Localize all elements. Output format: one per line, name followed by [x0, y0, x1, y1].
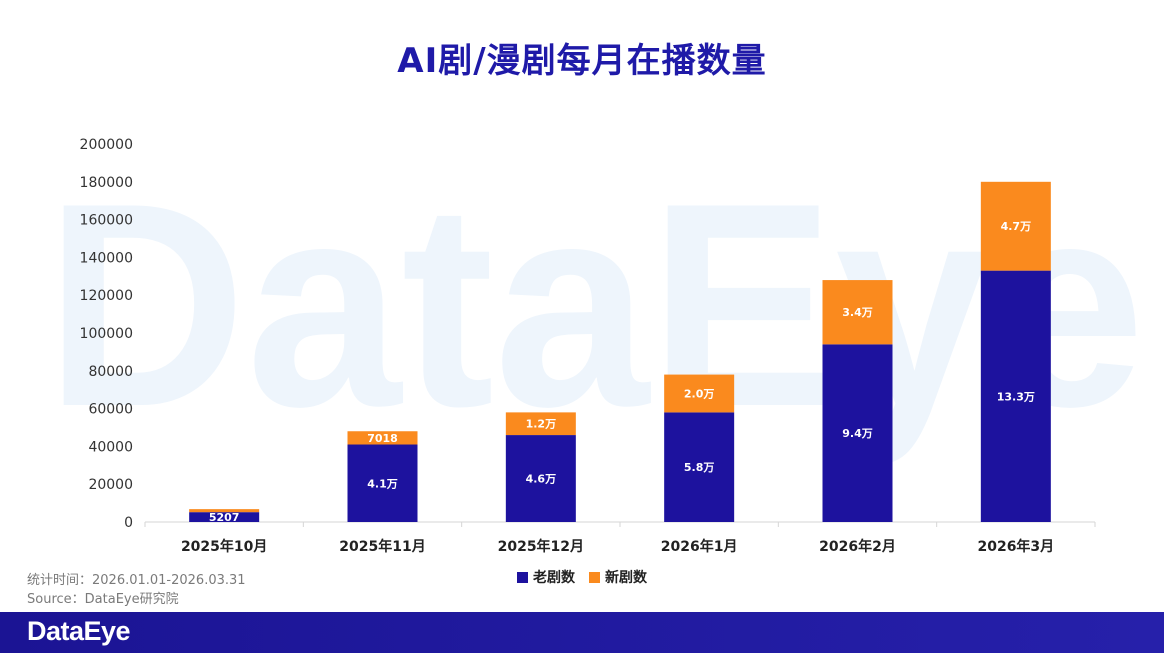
data-label: 7018 [367, 432, 398, 445]
old-dramas-bar-segment [980, 270, 1051, 522]
new-dramas-bar-segment [822, 280, 893, 345]
x-tick-label: 2025年12月 [498, 538, 584, 555]
old-dramas-bar-segment [505, 435, 576, 522]
stat-period-note: 统计时间：2026.01.01-2026.03.31 [27, 573, 246, 588]
old-dramas-bar-segment [822, 344, 893, 522]
data-label: 3.4万 [842, 306, 873, 319]
legend-swatch-new-dramas [589, 571, 600, 583]
y-tick-label: 200000 [80, 137, 133, 153]
legend-item-new-dramas: 新剧数 [589, 567, 647, 587]
y-tick-label: 60000 [88, 402, 133, 418]
x-tick-label: 2025年10月 [181, 538, 267, 555]
x-tick-label: 2026年3月 [977, 538, 1054, 555]
y-tick-label: 40000 [88, 439, 133, 455]
old-dramas-bar-segment [347, 444, 418, 522]
legend-item-old-dramas: 老剧数 [517, 567, 575, 587]
x-tick-label: 2026年1月 [661, 538, 738, 555]
y-tick-label: 160000 [80, 213, 133, 229]
chart-title: AI剧/漫剧每月在播数量 [397, 41, 767, 81]
new-dramas-bar-segment [347, 431, 418, 445]
y-tick-label: 100000 [80, 326, 133, 342]
brand-footer-bar: DataEye [0, 612, 1164, 653]
y-tick-label: 80000 [88, 364, 133, 380]
y-tick-label: 20000 [88, 477, 133, 493]
legend-label-new-dramas: 新剧数 [605, 570, 647, 586]
new-dramas-bar-segment [189, 509, 260, 513]
data-label: 2.0万 [684, 387, 715, 400]
y-tick-label: 180000 [80, 175, 133, 191]
old-dramas-bar-segment [189, 512, 260, 522]
data-label: 1.2万 [526, 418, 557, 431]
data-label: 4.1万 [367, 477, 398, 490]
data-label: 13.3万 [997, 390, 1035, 403]
old-dramas-bar-segment [664, 412, 735, 522]
y-tick-label: 120000 [80, 288, 133, 304]
new-dramas-bar-segment [505, 412, 576, 436]
source-note: Source：DataEye研究院 [27, 592, 179, 607]
x-tick-label: 2025年11月 [339, 538, 425, 555]
legend-swatch-old-dramas [517, 571, 528, 583]
new-dramas-bar-segment [664, 374, 735, 413]
data-label: 4.6万 [526, 473, 557, 486]
legend-label-old-dramas: 老剧数 [533, 570, 575, 586]
new-dramas-bar-segment [980, 181, 1051, 271]
dataeye-logo: DataEye [27, 616, 131, 646]
x-tick-label: 2026年2月 [819, 538, 896, 555]
data-label: 9.4万 [842, 427, 873, 440]
data-label: 4.7万 [1001, 220, 1032, 233]
data-label: 5.8万 [684, 461, 715, 474]
data-label: 5207 [209, 511, 240, 524]
y-tick-label: 0 [124, 515, 133, 531]
chart-legend: 老剧数 新剧数 [0, 567, 1164, 587]
watermark-text: DataEye [45, 143, 1145, 468]
y-tick-label: 140000 [80, 250, 133, 266]
